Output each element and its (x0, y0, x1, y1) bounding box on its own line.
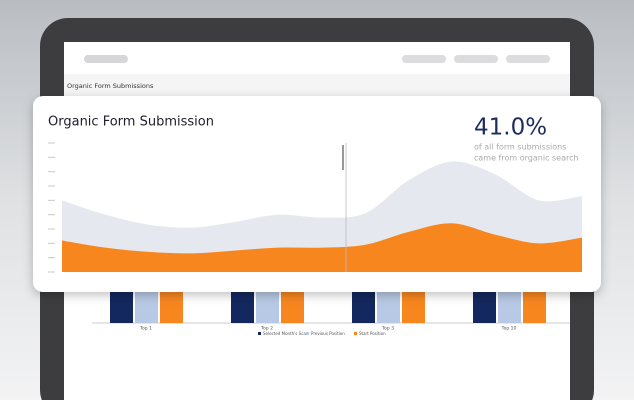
nav-pill (454, 55, 498, 63)
logo-pill (84, 55, 128, 63)
bar-chart: Top 1 Top 2 Top 3 Top 10 Selected Month's Sc… (92, 286, 570, 336)
legend-swatch (354, 332, 357, 335)
legend-swatch (258, 332, 261, 335)
bar (110, 286, 133, 323)
plot (48, 142, 582, 273)
bar-category: Top 3 (381, 326, 394, 332)
nav-pill (506, 55, 550, 63)
section-header (64, 74, 570, 98)
card-title: Organic Form Submission (48, 115, 214, 130)
bar-category: Top 2 (260, 326, 273, 332)
legend-label: Selected Month's Scan (263, 331, 309, 336)
bar (523, 286, 546, 323)
bar (377, 286, 400, 323)
stat-value: 41.0% (474, 115, 547, 141)
bar (135, 286, 158, 323)
bar (281, 286, 304, 323)
nav-pill (402, 55, 446, 63)
bar (402, 286, 425, 323)
bar (160, 286, 183, 323)
legend-label: Start Position (359, 331, 386, 336)
bar-category: Top 10 (501, 326, 517, 332)
bar (498, 286, 521, 323)
bar-category: Top 1 (139, 326, 152, 332)
bar (231, 286, 254, 323)
bar (256, 286, 279, 323)
stat-caption: of all form submissions (474, 143, 566, 152)
area (62, 223, 582, 272)
bar (473, 286, 496, 323)
section-title: Organic Form Submissions (67, 82, 154, 90)
stat-caption: came from organic search (474, 154, 579, 163)
legend-swatch (306, 332, 309, 335)
legend-label: Previous Position (311, 331, 345, 336)
bar (352, 286, 375, 323)
